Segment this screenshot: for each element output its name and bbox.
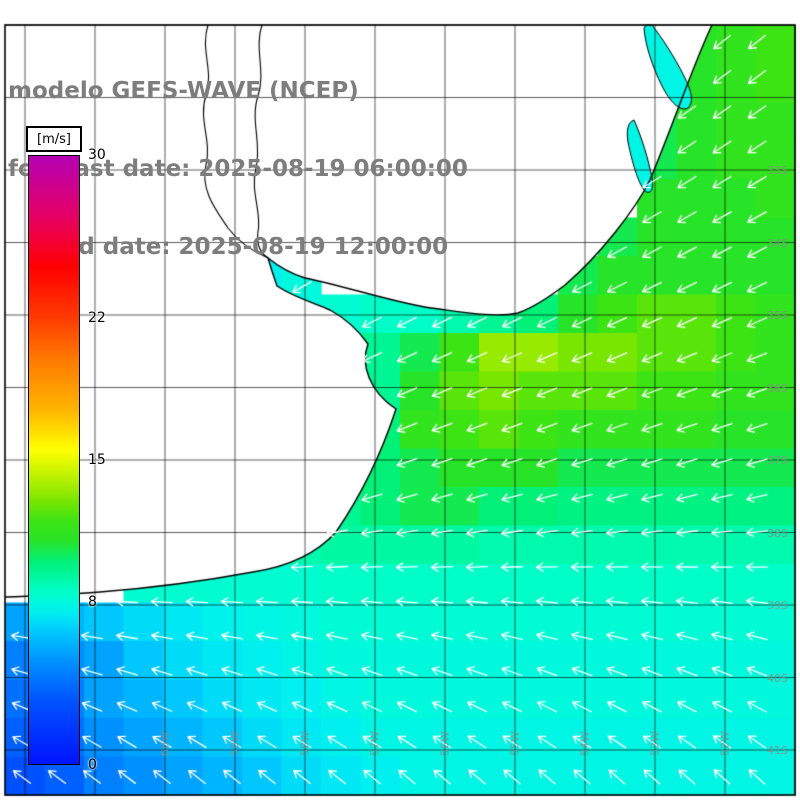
colorbar-tick-15: 15 xyxy=(88,452,106,468)
lat-label-38S: 38S xyxy=(767,526,788,540)
colorbar-gradient xyxy=(28,155,80,765)
model-title: modelo GEFS-WAVE (NCEP) xyxy=(8,78,359,104)
lon-label-55W: 55W xyxy=(508,731,522,756)
lat-label-40S: 40S xyxy=(767,671,788,685)
lat-label-37S: 37S xyxy=(767,454,788,467)
lon-label-56W: 56W xyxy=(438,731,452,756)
lon-label-52W: 52W xyxy=(718,731,732,756)
lat-label-33S: 33S xyxy=(767,164,788,177)
colorbar-tick-8: 8 xyxy=(88,594,97,611)
lat-label-41S: 41S xyxy=(767,744,788,757)
colorbar-tick-22: 22 xyxy=(88,309,106,326)
lat-label-35S: 35S xyxy=(767,309,788,322)
lat-label-34S: 34S xyxy=(767,236,788,250)
colorbar: [m/s] 30 22 15 8 0 xyxy=(26,126,146,776)
colorbar-unit-label: [m/s] xyxy=(26,126,82,152)
lon-label-54W: 54W xyxy=(578,731,592,756)
lat-label-36S: 36S xyxy=(767,381,788,395)
lon-label-53W: 53W xyxy=(648,731,662,756)
lon-label-60W: 60W xyxy=(158,731,172,756)
lon-label-59W: 59W xyxy=(228,731,242,756)
colorbar-tick-0: 0 xyxy=(88,757,97,773)
lat-label-39S: 39S xyxy=(767,599,788,612)
lon-label-57W: 57W xyxy=(368,731,382,756)
colorbar-tick-30: 30 xyxy=(88,147,106,163)
lon-label-58W: 58W xyxy=(298,731,312,756)
